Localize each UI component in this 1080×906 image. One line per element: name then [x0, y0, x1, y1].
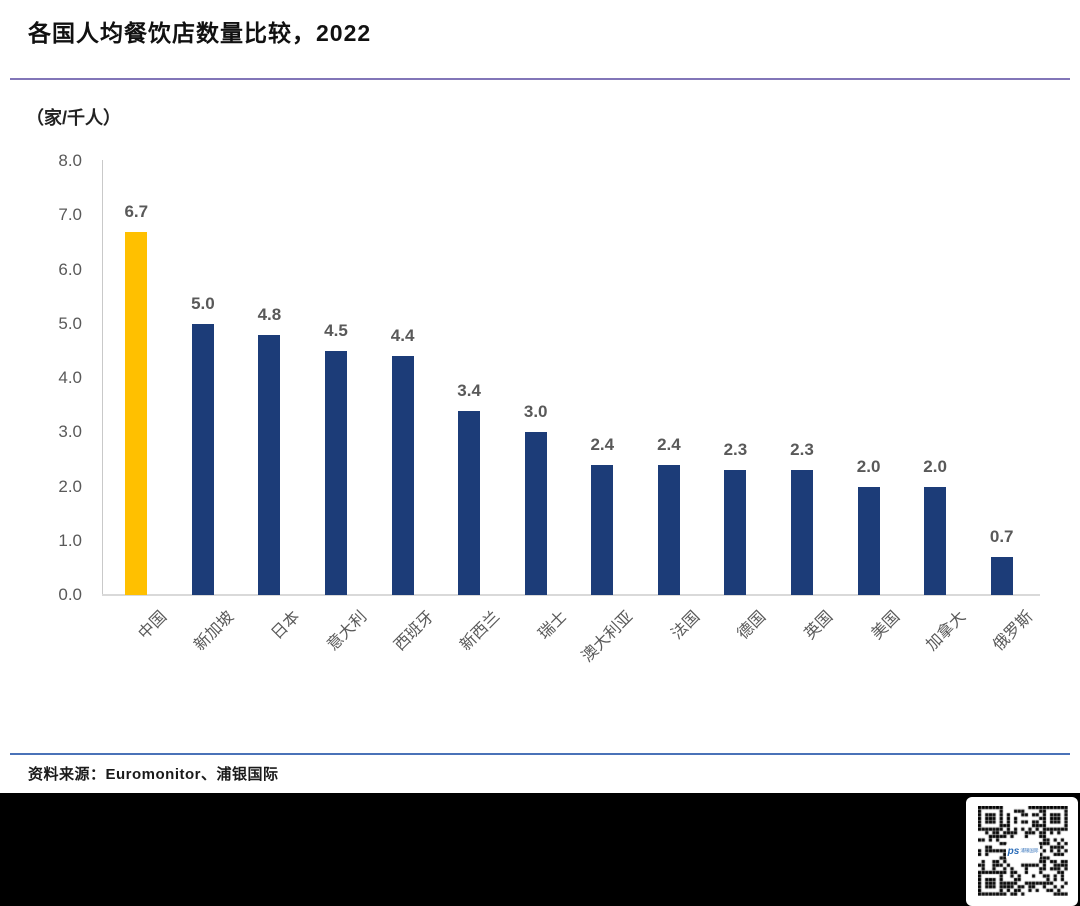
- bar-西班牙: [391, 356, 414, 595]
- bar-value-label: 2.0: [856, 456, 881, 476]
- bar-加拿大: [924, 486, 947, 595]
- bar-英国: [791, 470, 813, 595]
- bar-value-label: 2.3: [723, 440, 748, 460]
- bar-俄罗斯: [990, 557, 1013, 595]
- bar-value-label: 6.7: [124, 201, 149, 221]
- bar-意大利: [325, 350, 347, 595]
- x-axis-category-label: 俄罗斯: [989, 608, 1036, 655]
- y-axis-tick-label: 6.0: [58, 259, 82, 279]
- source-note: 资料来源：Euromonitor、浦银国际: [28, 766, 279, 783]
- bottom-black-band: ps 浦银国际: [0, 793, 1080, 906]
- x-axis-category-label: 新西兰: [457, 608, 504, 655]
- bar-法国: [657, 464, 680, 595]
- x-axis-line: [102, 594, 1040, 596]
- y-axis-tick-label: 1.0: [58, 530, 82, 550]
- footer-divider-line: [10, 753, 1070, 755]
- x-axis-category-label: 瑞士: [535, 608, 570, 643]
- bar-value-label: 4.5: [324, 320, 348, 340]
- x-axis-category-label: 澳大利亚: [579, 608, 637, 666]
- x-axis-category-label: 英国: [801, 608, 837, 643]
- qr-center-logo: ps 浦银国际: [1006, 843, 1040, 860]
- bar-value-label: 2.3: [790, 440, 814, 460]
- bar-value-label: 5.0: [191, 293, 215, 313]
- bar-瑞士: [524, 432, 547, 596]
- bar-value-label: 2.4: [590, 434, 615, 454]
- bar-日本: [258, 334, 281, 595]
- x-axis-category-label: 西班牙: [390, 608, 437, 655]
- y-axis-tick-label: 2.0: [58, 476, 82, 496]
- bar-美国: [857, 486, 880, 595]
- bar-value-label: 4.8: [257, 304, 282, 324]
- y-axis-tick-label: 7.0: [58, 205, 82, 225]
- x-axis-category-label: 新加坡: [191, 608, 238, 655]
- y-axis-tick-label: 3.0: [58, 422, 82, 442]
- chart-title: 各国人均餐饮店数量比较，2022: [28, 20, 372, 46]
- bar-value-label: 3.0: [523, 402, 548, 422]
- y-axis-unit-label: （家/千人）: [26, 108, 122, 128]
- title-divider-line: [10, 78, 1070, 80]
- bar-value-label: 4.4: [390, 326, 415, 346]
- bar-新加坡: [191, 323, 214, 596]
- qr-logo-subtext: 浦银国际: [1020, 848, 1039, 854]
- y-axis-tick-label: 4.0: [58, 368, 82, 387]
- bar-value-label: 3.4: [457, 380, 481, 400]
- bar-新西兰: [458, 410, 481, 595]
- y-axis-tick-label: 0.0: [58, 585, 82, 604]
- y-axis-tick-label: 8.0: [58, 151, 82, 170]
- x-axis-category-label: 中国: [135, 608, 171, 643]
- x-axis-category-label: 德国: [735, 608, 770, 643]
- bar-value-label: 2.4: [657, 434, 681, 454]
- bar-澳大利亚: [591, 464, 614, 595]
- y-axis-line: [102, 160, 103, 595]
- qr-code-card: ps 浦银国际: [966, 797, 1078, 906]
- x-axis-category-label: 意大利: [324, 608, 371, 655]
- bar-德国: [724, 470, 747, 595]
- y-axis-tick-label: 5.0: [58, 313, 82, 333]
- bar-value-label: 0.7: [989, 527, 1014, 546]
- bar-value-label: 2.0: [923, 456, 947, 476]
- x-axis-category-label: 美国: [868, 608, 903, 643]
- x-axis-category-label: 日本: [269, 608, 304, 643]
- qr-logo-text: ps: [1007, 845, 1020, 857]
- bar-中国: [125, 231, 148, 595]
- x-axis-category-label: 法国: [668, 608, 704, 643]
- x-axis-category-label: 加拿大: [923, 608, 970, 655]
